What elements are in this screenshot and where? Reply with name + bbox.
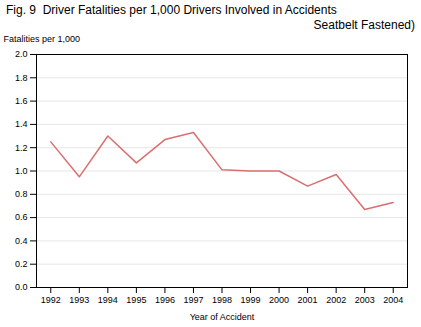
svg-text:1992: 1992 [41, 295, 61, 305]
svg-text:0.6: 0.6 [15, 212, 28, 222]
svg-text:2002: 2002 [326, 295, 346, 305]
svg-text:2000: 2000 [269, 295, 289, 305]
svg-text:1.6: 1.6 [15, 96, 28, 106]
svg-text:1.0: 1.0 [15, 166, 28, 176]
svg-text:1994: 1994 [98, 295, 118, 305]
svg-text:2001: 2001 [298, 295, 318, 305]
svg-text:Year of Accident: Year of Accident [190, 312, 255, 322]
svg-text:1.8: 1.8 [15, 73, 28, 83]
svg-text:1999: 1999 [241, 295, 261, 305]
html-text:Seatbelt Fastened): Seatbelt Fastened) [313, 18, 415, 32]
svg-text:1.2: 1.2 [15, 143, 28, 153]
svg-text:1.4: 1.4 [15, 119, 28, 129]
svg-text:2004: 2004 [383, 295, 403, 305]
svg-text:1995: 1995 [126, 295, 146, 305]
svg-text:0.2: 0.2 [15, 259, 28, 269]
svg-text:0.4: 0.4 [15, 236, 28, 246]
svg-text:2003: 2003 [355, 295, 375, 305]
svg-text:1997: 1997 [183, 295, 203, 305]
svg-text:1996: 1996 [155, 295, 175, 305]
svg-text:1993: 1993 [69, 295, 89, 305]
svg-text:Fatalities per 1,000: Fatalities per 1,000 [4, 34, 81, 44]
svg-text:1998: 1998 [212, 295, 232, 305]
html-text:Fig. 9 Driver Fatalities per 1: Fig. 9 Driver Fatalities per 1,000 Drive… [6, 3, 337, 17]
svg-text:0.8: 0.8 [15, 189, 28, 199]
svg-text:2.0: 2.0 [15, 49, 28, 59]
svg-text:0.0: 0.0 [15, 282, 28, 292]
